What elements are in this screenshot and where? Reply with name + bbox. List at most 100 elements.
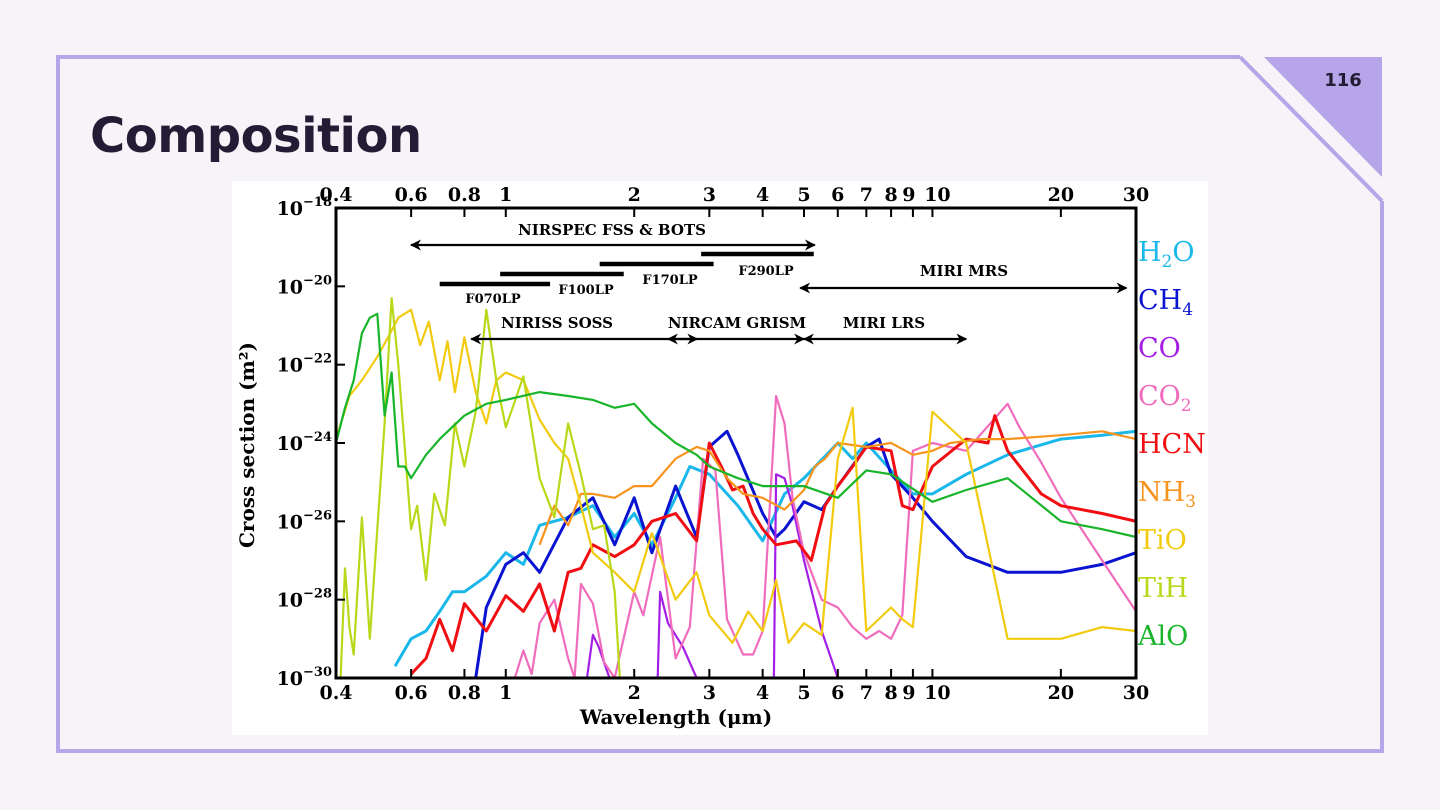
x-tick-label-top: 10 — [924, 184, 950, 206]
y-tick-base: 10 — [277, 511, 303, 533]
slide-title: Composition — [90, 108, 422, 164]
legend-label-subscript: 4 — [1182, 300, 1193, 320]
y-tick-label: 10−18 — [277, 195, 332, 220]
y-tick-base: 10 — [277, 590, 303, 612]
range-label-miri-mrs: MIRI MRS — [920, 262, 1008, 280]
range-label-miri-lrs: MIRI LRS — [843, 314, 925, 332]
instrument-ranges: NIRSPEC FSS & BOTS F290LP F170LP F100LP F070… — [410, 221, 1128, 345]
slide-border — [56, 55, 1384, 753]
y-tick-exponent: −26 — [303, 508, 332, 523]
x-tick-label-top: 4 — [756, 184, 769, 206]
legend-entry-co: CO — [1138, 333, 1181, 364]
x-tick-label-bottom: 9 — [902, 682, 915, 704]
legend-label-subscript: 3 — [1185, 492, 1196, 512]
x-tick-label-top: 1 — [499, 184, 512, 206]
legend-entry-nh3: NH3 — [1138, 477, 1196, 512]
slide-border-diagonal — [1238, 55, 1384, 203]
chart-svg: 0.40.40.60.60.80.81122334455667788991010… — [235, 184, 1206, 729]
legend-label-main: TiO — [1138, 525, 1187, 556]
x-tick-label-top: 3 — [703, 184, 716, 206]
series-group — [336, 297, 1136, 678]
range-label-f070lp: F070LP — [465, 292, 521, 307]
range-label-f170lp: F170LP — [642, 273, 698, 288]
plot-frame — [334, 206, 1138, 680]
series-line-0 — [393, 429, 1136, 668]
page-corner-tab — [1264, 57, 1382, 177]
y-tick-exponent: −20 — [303, 273, 332, 288]
legend-label-main: NH — [1138, 477, 1185, 508]
y-tick-base: 10 — [277, 668, 303, 690]
y-tick-base: 10 — [277, 355, 303, 377]
x-tick-label-bottom: 6 — [831, 682, 844, 704]
legend-label-main: CO — [1138, 333, 1181, 364]
range-label-f100lp: F100LP — [558, 283, 614, 298]
series-line-1 — [474, 429, 1136, 678]
x-tick-label-bottom: 5 — [797, 682, 810, 704]
legend-entry-h2: H2O — [1138, 237, 1195, 272]
x-tick-label-top: 5 — [797, 184, 810, 206]
x-tick-label-top: 8 — [884, 184, 897, 206]
y-tick-label: 10−28 — [277, 587, 332, 612]
y-tick-base: 10 — [277, 276, 303, 298]
series-line-5 — [538, 430, 1136, 546]
legend-label-subscript: 2 — [1162, 252, 1173, 272]
x-tick-label-bottom: 1 — [499, 682, 512, 704]
series-line-2 — [585, 473, 839, 678]
legend-entry-alo: AlO — [1137, 621, 1188, 652]
x-tick-label-bottom: 20 — [1048, 682, 1074, 704]
x-tick-label-top: 30 — [1123, 184, 1149, 206]
y-tick-label: 10−30 — [277, 665, 332, 690]
cross-section-chart: 0.4 0.4 0.6 0.6 0.8 0.8 1 1 2 2 3 3 4 4 5 5 6 6 7 7 8 8 9 9 10 10… — [232, 181, 1208, 735]
x-tick-label-bottom: 0.8 — [448, 682, 481, 704]
y-tick-base: 10 — [277, 198, 303, 220]
legend-label-main: AlO — [1137, 621, 1188, 652]
range-label-niriss-soss: NIRISS SOSS — [501, 314, 613, 332]
x-tick-label-bottom: 10 — [924, 682, 950, 704]
legend-entry-hcn: HCN — [1138, 429, 1206, 460]
legend-label-main: CO — [1138, 381, 1181, 412]
x-axis-title: Wavelength (μm) — [579, 705, 772, 729]
x-tick-label-bottom: 8 — [884, 682, 897, 704]
series-line-4 — [410, 414, 1136, 676]
y-tick-exponent: −24 — [303, 430, 332, 445]
range-label-nirspec-fss-bots: NIRSPEC FSS & BOTS — [518, 221, 706, 239]
y-tick-label: 10−22 — [277, 352, 332, 377]
x-tick-label-bottom: 0.6 — [395, 682, 428, 704]
x-tick-label-top: 9 — [902, 184, 915, 206]
x-tick-label-bottom: 7 — [860, 682, 873, 704]
legend-label-main: H — [1138, 237, 1162, 268]
y-tick-exponent: −28 — [303, 587, 332, 602]
legend-label-subscript: 2 — [1181, 396, 1192, 416]
legend-entry-co2: CO2 — [1138, 381, 1192, 416]
legend-label-main: CH — [1138, 285, 1182, 316]
y-tick-exponent: −30 — [303, 665, 332, 680]
legend-label-main: TiH — [1138, 573, 1188, 604]
series-line-6 — [336, 308, 1136, 644]
y-tick-label: 10−24 — [277, 430, 332, 455]
x-tick-label-bottom: 4 — [756, 682, 769, 704]
x-tick-label-bottom: 3 — [703, 682, 716, 704]
y-tick-label: 10−20 — [277, 273, 332, 298]
legend-label-main: HCN — [1138, 429, 1206, 460]
page-number: 116 — [1324, 70, 1362, 91]
legend-label-tail: O — [1172, 237, 1194, 268]
y-tick-base: 10 — [277, 433, 303, 455]
x-tick-label-bottom: 0.4 — [319, 682, 352, 704]
x-tick-label-bottom: 2 — [628, 682, 641, 704]
x-tick-label-top: 0.8 — [448, 184, 481, 206]
legend-entry-tio: TiO — [1138, 525, 1187, 556]
y-tick-exponent: −22 — [303, 352, 332, 367]
series-line-3 — [513, 394, 1136, 678]
x-tick-label-bottom: 30 — [1123, 682, 1149, 704]
y-axis-title: Cross section (m²) — [235, 342, 259, 548]
range-label-f290lp: F290LP — [738, 264, 794, 279]
legend-entry-ch4: CH4 — [1138, 285, 1193, 320]
x-tick-label-top: 7 — [860, 184, 873, 206]
x-tick-label-top: 2 — [628, 184, 641, 206]
range-label-nircam-grism: NIRCAM GRISM — [668, 314, 806, 332]
x-tick-label-top: 6 — [831, 184, 844, 206]
x-tick-label-top: 0.4 — [319, 184, 352, 206]
series-line-7 — [339, 297, 621, 678]
legend-entry-tih: TiH — [1138, 573, 1188, 604]
